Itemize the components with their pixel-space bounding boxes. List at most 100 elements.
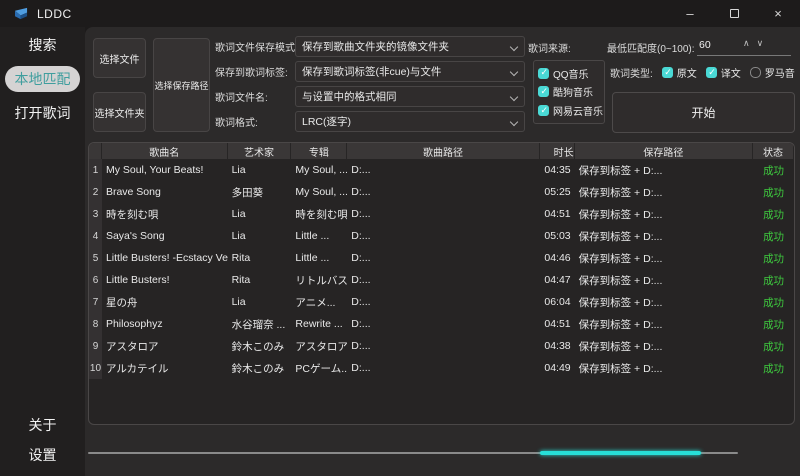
cell-duration: 04:49 [544,362,571,374]
source-label: QQ音乐 [553,69,589,81]
header-album[interactable]: 专辑 [291,143,348,159]
sidebar-item-about[interactable]: 关于 [28,417,57,433]
chevron-down-icon [510,68,518,76]
cell-save: 保存到标签 + D:... [578,252,663,265]
table-row[interactable]: 3 時を刻む唄 Lia 時を刻む唄 ... D:... 04:51 保存到标签 … [89,203,794,225]
header-duration[interactable]: 时长 [540,143,575,159]
cell-duration: 04:51 [544,318,571,330]
source-kugou-music[interactable]: 酷狗音乐 [538,85,600,99]
minimize-icon: – [686,6,694,21]
table-row[interactable]: 2 Brave Song 多田葵 My Soul, ... D:... 05:2… [89,181,794,203]
header-corner [89,143,102,159]
cell-song: Brave Song [105,186,161,198]
cell-artist: Lia [231,230,246,242]
filename-select[interactable]: 与设置中的格式相同 [295,86,525,107]
cell-song: アルカテイル [105,362,169,375]
checkbox-icon [749,67,761,78]
main-panel: 选择文件 选择文件夹 选择保存路径 歌词文件保存模式: 保存到歌曲文件夹的镜像文… [85,27,800,476]
cell-status: 成功 [763,208,785,221]
header-song[interactable]: 歌曲名 [102,143,228,159]
type-romaji[interactable]: 罗马音 [749,65,795,80]
cell-song: 時を刻む唄 [105,208,159,221]
cell-save: 保存到标签 + D:... [578,340,663,353]
row-number: 1 [89,159,102,181]
table-row[interactable]: 6 Little Busters! Rita リトルバス... D:... 04… [89,269,794,291]
header-save-path[interactable]: 保存路径 [575,143,754,159]
cell-path: D:... [351,186,371,198]
table-body: 1 My Soul, Your Beats! Lia My Soul, ... … [89,159,794,379]
cell-song: Saya's Song [105,230,165,242]
close-icon: × [774,6,782,21]
cell-status: 成功 [763,274,785,287]
cell-save: 保存到标签 + D:... [578,274,663,287]
lyrics-source-list: QQ音乐 酷狗音乐 网易云音乐 [533,60,605,124]
type-label: 罗马音 [764,69,795,80]
progress-bar-chunk [540,451,701,455]
sidebar-item-settings[interactable]: 设置 [28,447,57,463]
cell-duration: 05:25 [544,186,571,198]
type-translation[interactable]: 译文 [705,65,741,80]
table-row[interactable]: 8 Philosophyz 水谷瑠奈 ... Rewrite ... D:...… [89,313,794,335]
cell-album: Little ... [295,252,330,264]
header-artist[interactable]: 艺术家 [228,143,292,159]
lyrics-source-label: 歌词来源: [528,44,571,55]
header-status[interactable]: 状态 [753,143,794,159]
select-folder-button[interactable]: 选择文件夹 [93,92,146,132]
row-number: 10 [89,357,102,379]
spinner-buttons: ∧ ∨ [743,38,779,49]
save-tag-label: 保存到歌词标签: [215,68,288,79]
cell-song: My Soul, Your Beats! [105,164,204,176]
source-label: 酷狗音乐 [553,88,593,100]
table-row[interactable]: 7 星の舟 Lia アニメ... D:... 06:04 保存到标签 + D:.… [89,291,794,313]
source-netease-music[interactable]: 网易云音乐 [538,104,603,118]
checkbox-icon [538,67,549,79]
row-number: 7 [89,291,102,313]
cell-album: PCゲーム... [295,362,348,375]
table-row[interactable]: 1 My Soul, Your Beats! Lia My Soul, ... … [89,159,794,181]
row-number: 3 [89,203,102,225]
type-original[interactable]: 原文 [661,65,697,80]
cell-save: 保存到标签 + D:... [578,318,663,331]
table-row[interactable]: 5 Little Busters! -Ecstacy Ver.- Rita Li… [89,247,794,269]
cell-song: 星の舟 [105,296,138,309]
sidebar-item-open-lyrics[interactable]: 打开歌词 [14,105,71,121]
close-button[interactable]: × [756,0,800,27]
type-label: 原文 [676,69,697,80]
select-save-path-button[interactable]: 选择保存路径 [153,38,210,132]
cell-artist: 鈴木このみ [231,362,285,375]
checkbox-icon [538,105,549,117]
spin-up-icon[interactable]: ∧ [743,38,750,48]
minimize-button[interactable]: – [668,0,712,27]
cell-path: D:... [351,296,371,308]
table-row[interactable]: 10 アルカテイル 鈴木このみ PCゲーム... D:... 04:49 保存到… [89,357,794,379]
save-mode-select[interactable]: 保存到歌曲文件夹的镜像文件夹 [295,36,525,57]
window-controls: – × [668,0,800,27]
checkbox-icon [705,67,717,78]
table-row[interactable]: 4 Saya's Song Lia Little ... D:... 05:03… [89,225,794,247]
cell-path: D:... [351,362,371,374]
sidebar-item-local-match[interactable]: 本地匹配 [5,66,80,92]
filename-label: 歌词文件名: [215,93,268,104]
cell-duration: 04:46 [544,252,571,264]
cell-status: 成功 [763,318,785,331]
table-header: 歌曲名 艺术家 专辑 歌曲路径 时长 保存路径 状态 [89,143,794,159]
cell-status: 成功 [763,296,785,309]
save-tag-select[interactable]: 保存到歌词标签(非cue)与文件 [295,61,525,82]
cell-artist: Rita [231,252,251,264]
type-label: 译文 [720,69,741,80]
cell-path: D:... [351,318,371,330]
cell-status: 成功 [763,362,785,375]
sidebar-item-search[interactable]: 搜索 [28,37,57,53]
table-row[interactable]: 9 アスタロア 鈴木このみ アスタロア/... D:... 04:38 保存到标… [89,335,794,357]
select-file-button[interactable]: 选择文件 [93,38,146,78]
maximize-button[interactable] [712,0,756,27]
cell-path: D:... [351,274,371,286]
spin-down-icon[interactable]: ∨ [756,38,764,48]
header-song-path[interactable]: 歌曲路径 [347,143,540,159]
format-select[interactable]: LRC(逐字) [295,111,525,132]
cell-status: 成功 [763,252,785,265]
source-qq-music[interactable]: QQ音乐 [538,66,600,81]
min-match-spinbox[interactable]: 60 [699,39,711,51]
start-button[interactable]: 开始 [612,92,795,133]
cell-duration: 04:47 [544,274,571,286]
